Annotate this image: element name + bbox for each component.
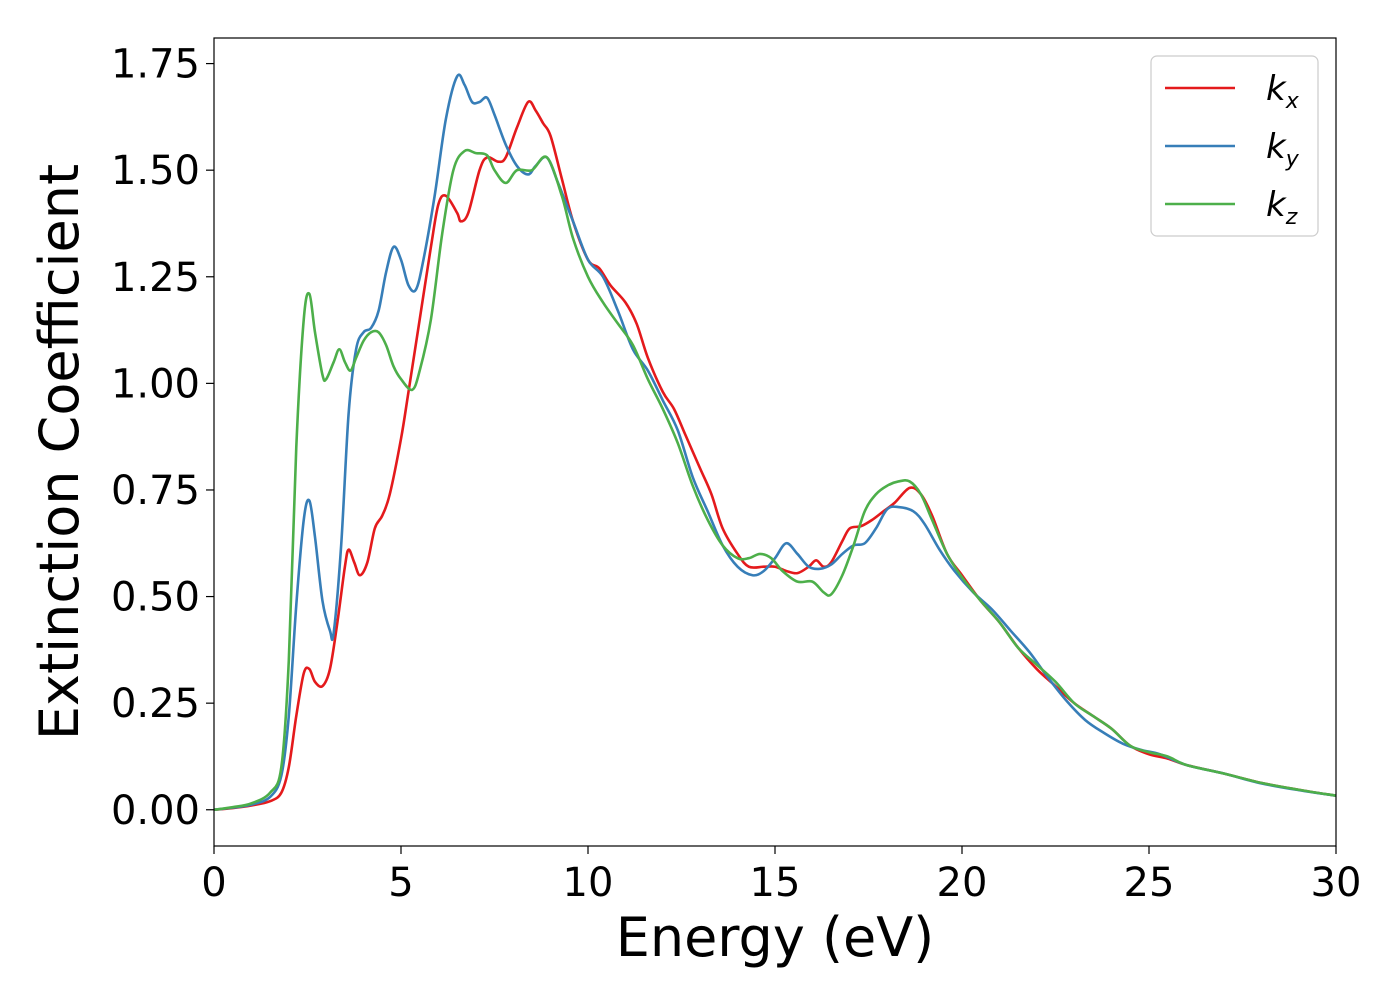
series-line-ky <box>214 73 1336 812</box>
x-tick-label: 10 <box>563 860 614 906</box>
y-tick-label: 1.75 <box>111 42 200 88</box>
x-tick-label: 0 <box>201 860 226 906</box>
y-tick-label: 0.25 <box>111 681 200 727</box>
y-axis-title: Extinction Coefficient <box>28 164 91 740</box>
plot-lines <box>214 73 1336 812</box>
x-tick-label: 15 <box>750 860 801 906</box>
y-tick-label: 0.75 <box>111 468 200 514</box>
legend-label-kx: kx <box>1266 69 1300 114</box>
x-tick-label: 5 <box>388 860 413 906</box>
legend: kx ky kz <box>1150 55 1319 237</box>
y-tick-label: 1.50 <box>111 148 200 194</box>
y-axis-ticks: 0.00 0.25 0.50 0.75 1.00 1.25 1.50 1.75 <box>111 42 214 834</box>
series-line-kz <box>214 148 1336 812</box>
legend-label-ky: ky <box>1266 127 1300 172</box>
y-tick-label: 1.00 <box>111 361 200 407</box>
x-tick-label: 20 <box>937 860 988 906</box>
x-tick-label: 25 <box>1124 860 1175 906</box>
y-tick-label: 0.50 <box>111 575 200 621</box>
legend-label-kz: kz <box>1266 185 1298 230</box>
x-axis-title: Energy (eV) <box>616 906 935 969</box>
x-axis-ticks: 0 5 10 15 20 25 30 <box>201 846 1361 906</box>
y-tick-label: 0.00 <box>111 788 200 834</box>
y-tick-label: 1.25 <box>111 255 200 301</box>
x-tick-label: 30 <box>1311 860 1362 906</box>
